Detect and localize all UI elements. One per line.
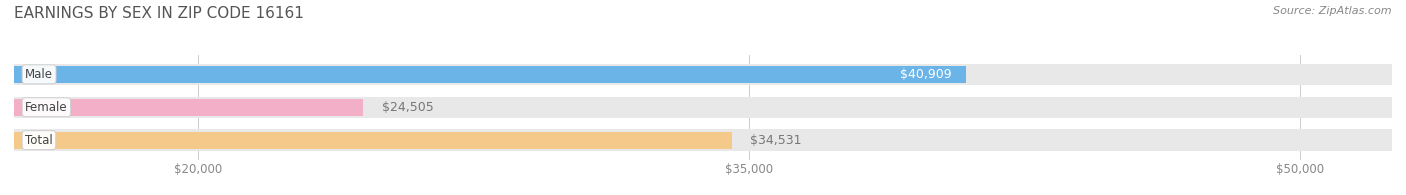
Text: $40,909: $40,909 — [900, 68, 952, 81]
Text: EARNINGS BY SEX IN ZIP CODE 16161: EARNINGS BY SEX IN ZIP CODE 16161 — [14, 6, 304, 21]
Bar — [14, 97, 1392, 118]
Bar — [14, 99, 363, 116]
Bar — [14, 64, 1392, 85]
Bar — [14, 132, 731, 149]
Text: Total: Total — [25, 134, 53, 147]
Text: $24,505: $24,505 — [381, 101, 433, 114]
Bar — [14, 129, 1392, 151]
Text: Female: Female — [25, 101, 67, 114]
Text: $34,531: $34,531 — [749, 134, 801, 147]
Bar — [14, 66, 966, 83]
Text: Male: Male — [25, 68, 53, 81]
Text: Source: ZipAtlas.com: Source: ZipAtlas.com — [1274, 6, 1392, 16]
